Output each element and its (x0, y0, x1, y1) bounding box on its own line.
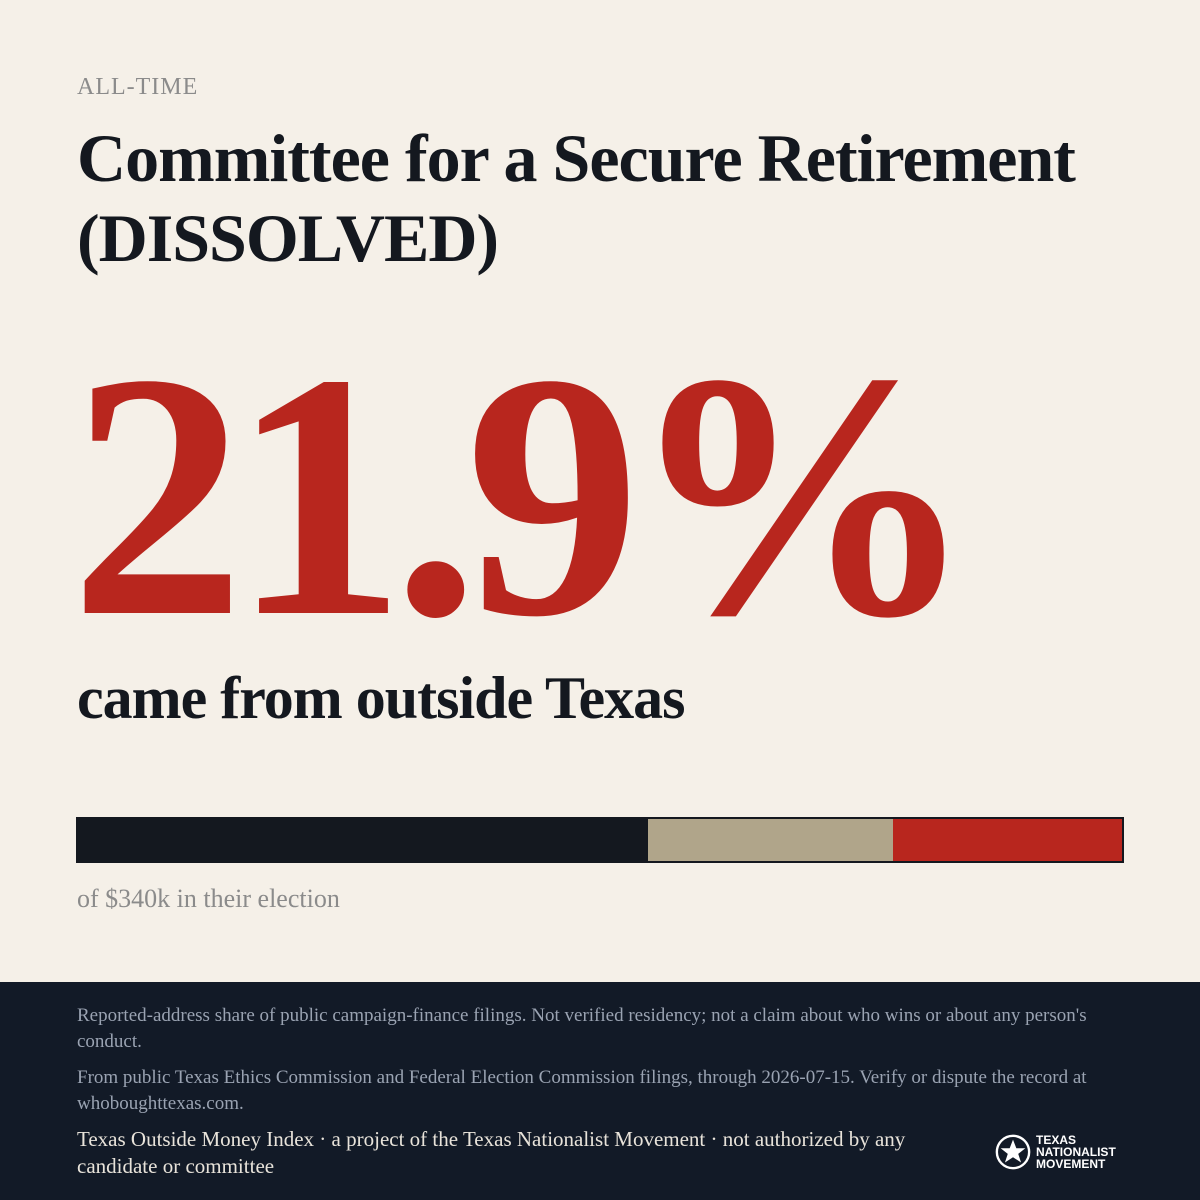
footer-source: From public Texas Ethics Commission and … (77, 1067, 1087, 1114)
footer (0, 982, 1200, 1200)
funding-share-bar (76, 817, 1124, 863)
time-range-label: ALL-TIME (77, 74, 199, 100)
footer-credit: Texas Outside Money Index · a project of… (77, 1127, 906, 1178)
star-circle-icon (995, 1134, 1031, 1170)
logo-line-2: NATIONALIST (1036, 1145, 1116, 1159)
footer-disclaimer: Reported-address share of public campaig… (77, 1005, 1087, 1052)
bar-segment-unknown (648, 819, 894, 861)
committee-title: Committee for a Secure Retirement (DISSO… (77, 120, 1076, 276)
bar-caption: of $340k in their election (77, 884, 340, 913)
logo-line-1: TEXAS (1036, 1133, 1077, 1147)
bar-segment-outside (893, 819, 1122, 861)
logo-line-3: MOVEMENT (1036, 1157, 1106, 1171)
bar-segment-in-state (78, 819, 649, 861)
outside-share-percent: 21.9% (70, 301, 976, 689)
tnm-logo: TEXAS NATIONALIST MOVEMENT (994, 1131, 1124, 1173)
stat-card: ALL-TIME Committee for a Secure Retireme… (70, 74, 1124, 913)
outside-share-subhead: came from outside Texas (77, 665, 686, 731)
